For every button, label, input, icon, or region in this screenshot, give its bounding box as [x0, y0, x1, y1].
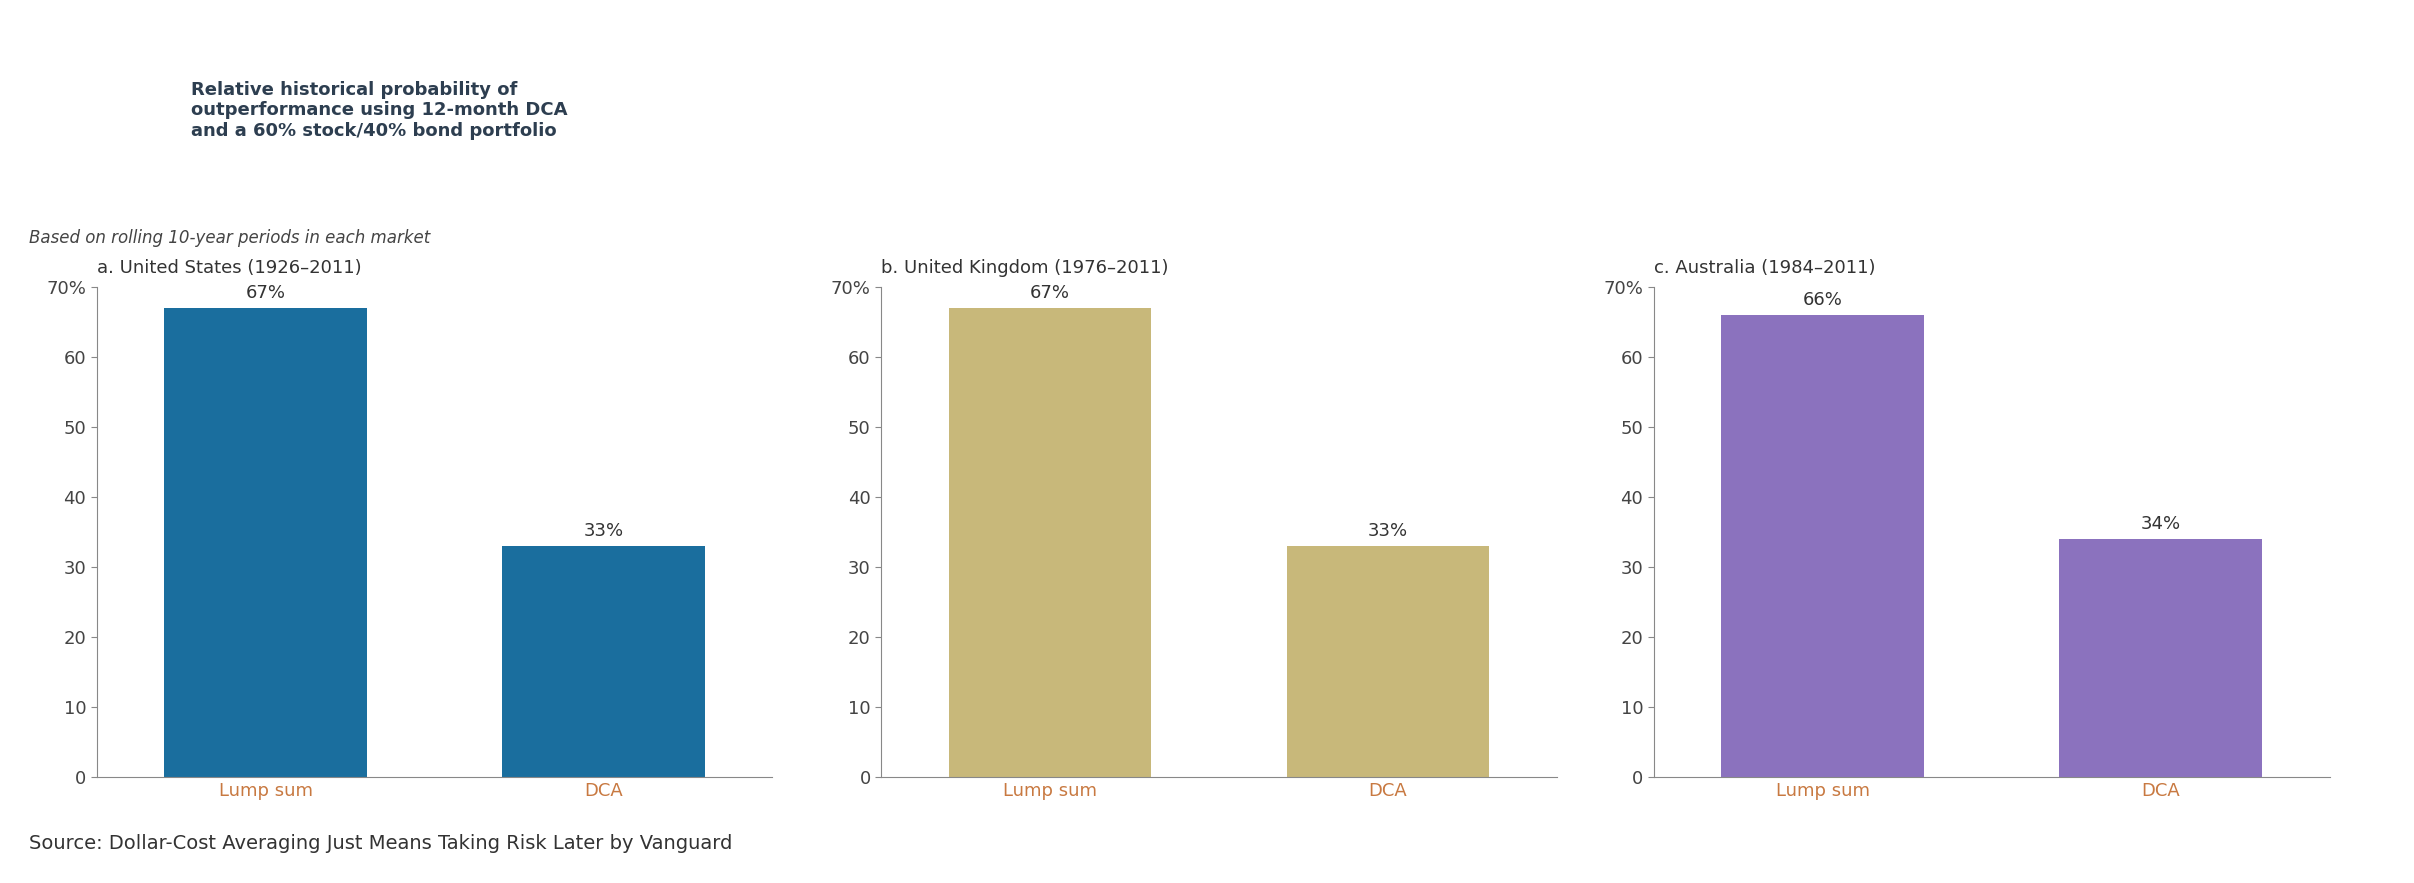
Text: 33%: 33% [1369, 523, 1407, 540]
Bar [1287, 546, 1489, 777]
Text: 34%: 34% [2141, 516, 2180, 533]
Bar [164, 308, 367, 777]
Text: Relative historical probability of
outperformance using 12-month DCA
and a 60% s: Relative historical probability of outpe… [191, 80, 567, 140]
Text: Figure 1.: Figure 1. [46, 101, 152, 120]
Text: c. Australia (1984–2011): c. Australia (1984–2011) [1654, 259, 1876, 277]
Bar [2059, 539, 2262, 777]
Bar [1721, 315, 1924, 777]
Text: Source: Dollar-Cost Averaging Just Means Taking Risk Later by Vanguard: Source: Dollar-Cost Averaging Just Means… [29, 834, 731, 853]
Bar [502, 546, 705, 777]
Text: 67%: 67% [1031, 284, 1069, 302]
Text: a. United States (1926–2011): a. United States (1926–2011) [97, 259, 362, 277]
Bar [949, 308, 1151, 777]
Text: 33%: 33% [584, 523, 623, 540]
Text: 67%: 67% [246, 284, 285, 302]
Text: Based on rolling 10-year periods in each market: Based on rolling 10-year periods in each… [29, 230, 430, 247]
Text: b. United Kingdom (1976–2011): b. United Kingdom (1976–2011) [881, 259, 1168, 277]
Text: 66%: 66% [1803, 291, 1842, 309]
